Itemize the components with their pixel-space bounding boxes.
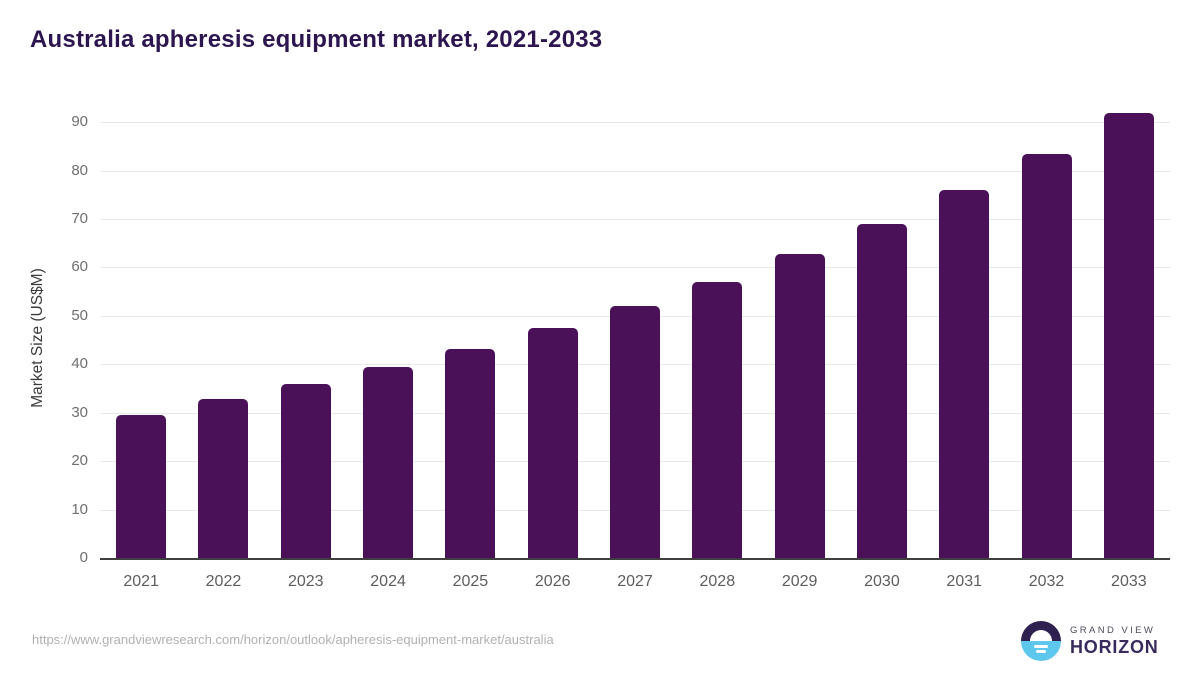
logo-text-horizon: HORIZON	[1070, 636, 1159, 657]
bar-2030	[856, 223, 907, 558]
horizon-sun-icon	[1021, 621, 1061, 661]
x-tick-label-2032: 2032	[1028, 573, 1065, 590]
x-axis-line	[100, 558, 1170, 560]
bar-2031	[939, 190, 990, 558]
y-tick-label-40: 40	[71, 355, 88, 373]
y-tick-label-80: 80	[71, 161, 88, 179]
x-tick-label-2021: 2021	[123, 573, 159, 590]
x-tick-label-2023: 2023	[287, 573, 324, 590]
logo-sun-dome	[1030, 630, 1052, 641]
bar-2025	[445, 348, 496, 558]
logo-reflection-line	[1034, 645, 1048, 648]
x-tick-label-2024: 2024	[370, 573, 406, 590]
chart-title: Australia apheresis equipment market, 20…	[30, 26, 603, 53]
bar-2033	[1103, 112, 1154, 558]
bar-2027	[610, 305, 660, 558]
y-tick-label-20: 20	[71, 452, 88, 470]
x-tick-label-2033: 2033	[1111, 573, 1147, 590]
source-url: https://www.grandviewresearch.com/horizo…	[32, 632, 554, 647]
logo-text: GRAND VIEW HORIZON	[1070, 625, 1159, 658]
x-tick-label-2026: 2026	[534, 573, 571, 590]
gridline-60	[100, 267, 1170, 269]
bar-2032	[1021, 153, 1072, 558]
bar-2024	[363, 367, 414, 558]
y-tick-label-70: 70	[71, 210, 88, 228]
gridline-90	[100, 122, 1170, 124]
y-tick-label-30: 30	[71, 403, 88, 421]
x-tick-label-2025: 2025	[452, 573, 489, 590]
x-tick-label-2027: 2027	[617, 573, 653, 590]
bar-2026	[527, 328, 578, 558]
x-tick-label-2029: 2029	[781, 573, 818, 590]
y-tick-label-50: 50	[71, 306, 88, 324]
x-tick-label-2022: 2022	[205, 573, 242, 590]
y-tick-label-90: 90	[71, 113, 88, 131]
x-tick-label-2028: 2028	[699, 573, 736, 590]
bar-2023	[280, 384, 331, 558]
bar-2021	[116, 414, 167, 558]
gridline-70	[100, 219, 1170, 221]
x-tick-label-2030: 2030	[864, 573, 900, 590]
y-tick-label-10: 10	[71, 500, 88, 518]
y-tick-label-60: 60	[71, 258, 88, 276]
bar-2022	[198, 398, 249, 558]
logo-reflection-line	[1036, 650, 1046, 653]
bar-2029	[774, 253, 825, 558]
x-tick-label-2031: 2031	[946, 573, 983, 590]
bar-2028	[692, 281, 743, 558]
logo-text-grand-view: GRAND VIEW	[1070, 624, 1156, 636]
grand-view-horizon-logo: GRAND VIEW HORIZON	[1021, 621, 1159, 661]
gridline-80	[100, 170, 1170, 172]
y-tick-label-0: 0	[79, 549, 88, 566]
